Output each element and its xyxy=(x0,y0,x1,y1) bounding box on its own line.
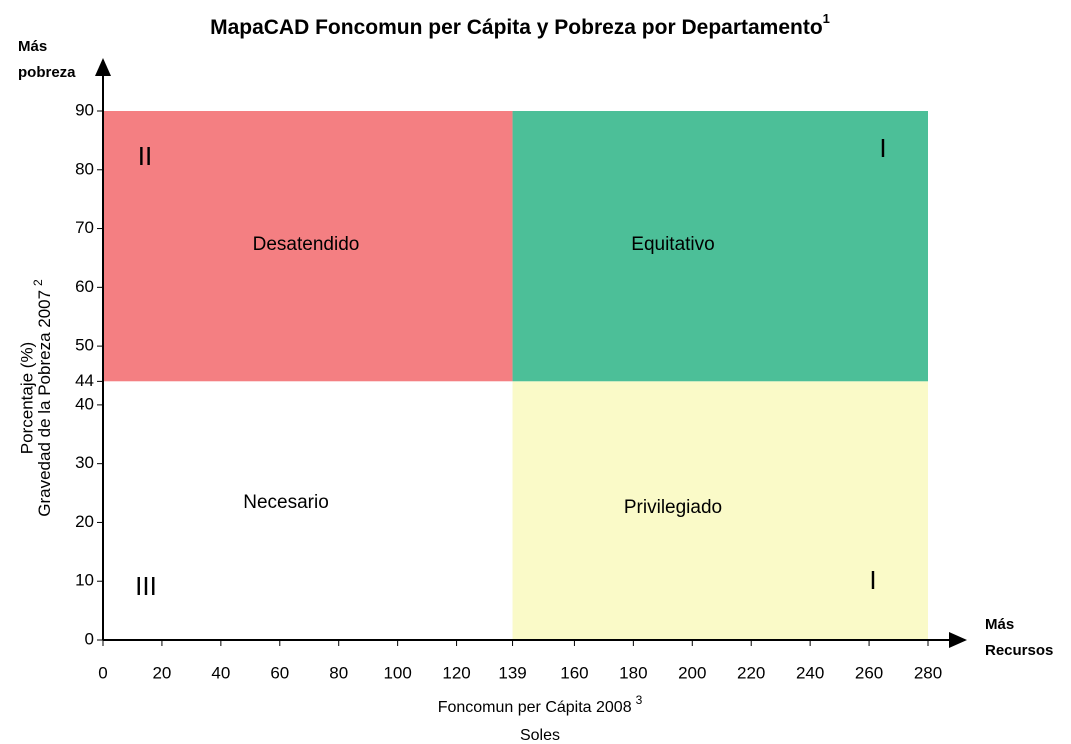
x-label: Foncomun per Cápita 2008 3 xyxy=(438,693,643,716)
x-tick-label: 120 xyxy=(442,663,470,682)
region-numeral: II xyxy=(138,141,152,171)
x-label-note: 3 xyxy=(636,693,643,707)
x-tick-label: 200 xyxy=(678,663,706,682)
x-tick-label: 260 xyxy=(855,663,883,682)
y-label-note: 2 xyxy=(31,279,45,286)
y-tick-label: 44 xyxy=(75,371,94,390)
y-arrow-label: pobreza xyxy=(18,64,76,81)
y-label: Porcentaje (%) xyxy=(17,342,36,454)
region-label: Desatendido xyxy=(253,234,360,255)
x-arrow-label: Más xyxy=(985,616,1014,633)
quadrant-region xyxy=(103,111,513,382)
region-label: Privilegiado xyxy=(624,497,722,518)
x-tick-label: 180 xyxy=(619,663,647,682)
y-arrow-label: Más xyxy=(18,38,47,55)
x-tick-label: 139 xyxy=(498,663,526,682)
x-tick-label: 20 xyxy=(152,663,171,682)
y-tick-label: 70 xyxy=(75,218,94,237)
y-label: Gravedad de la Pobreza 2007 2 xyxy=(31,279,54,517)
y-tick-label: 40 xyxy=(75,394,94,413)
x-tick-label: 220 xyxy=(737,663,765,682)
region-label: Equitativo xyxy=(631,234,714,255)
quadrant-region xyxy=(512,381,928,640)
x-label-text: Foncomun per Cápita 2008 xyxy=(438,699,632,716)
title-text: MapaCAD Foncomun per Cápita y Pobreza po… xyxy=(210,16,823,39)
x-label: Soles xyxy=(520,727,560,744)
region-label: Necesario xyxy=(243,492,329,513)
y-tick-label: 50 xyxy=(75,336,94,355)
x-tick-label: 60 xyxy=(270,663,289,682)
x-tick-label: 0 xyxy=(98,663,107,682)
x-tick-label: 160 xyxy=(560,663,588,682)
y-tick-label: 20 xyxy=(75,512,94,531)
title-note: 1 xyxy=(823,11,830,26)
quadrant-region xyxy=(103,381,513,640)
y-tick-label: 0 xyxy=(85,629,94,648)
region-numeral: I xyxy=(879,133,886,163)
y-tick-label: 30 xyxy=(75,453,94,472)
x-arrow-label: Recursos xyxy=(985,642,1053,659)
chart-title: MapaCAD Foncomun per Cápita y Pobreza po… xyxy=(210,11,830,38)
quadrant-region xyxy=(512,111,928,382)
regions: Desatendido II Equitativo I Necesario III Priv… xyxy=(103,111,928,640)
region-numeral: I xyxy=(869,565,876,595)
y-tick-label: 60 xyxy=(75,277,94,296)
x-tick-label: 100 xyxy=(383,663,411,682)
x-tick-label: 240 xyxy=(796,663,824,682)
ticks: 0 20 40 60 80 100 120 139 160 180 200 220 240 260 280 0… xyxy=(75,100,942,682)
x-tick-label: 280 xyxy=(914,663,942,682)
x-tick-label: 40 xyxy=(211,663,230,682)
y-tick-label: 90 xyxy=(75,100,94,119)
y-label-text: Gravedad de la Pobreza 2007 xyxy=(35,290,54,517)
y-tick-label: 10 xyxy=(75,571,94,590)
y-tick-label: 80 xyxy=(75,159,94,178)
x-tick-label: 80 xyxy=(329,663,348,682)
y-axis-title: Porcentaje (%) Gravedad de la Pobreza 20… xyxy=(17,279,54,517)
region-numeral: III xyxy=(135,571,157,601)
